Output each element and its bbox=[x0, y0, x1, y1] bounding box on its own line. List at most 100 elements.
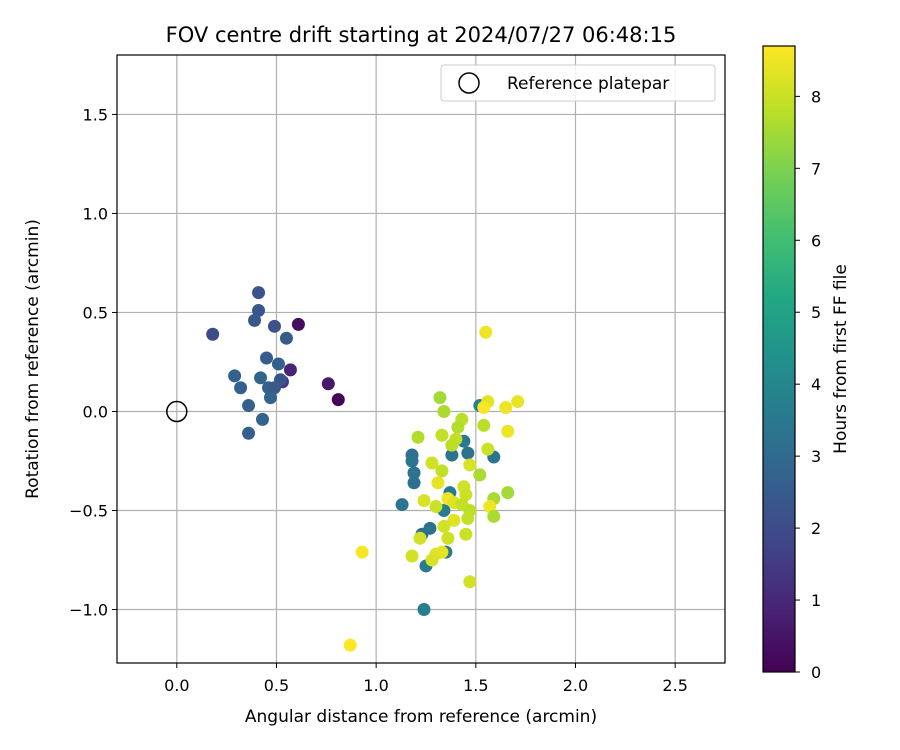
scatter-point bbox=[459, 488, 473, 502]
y-axis-label: Rotation from reference (arcmin) bbox=[23, 219, 43, 499]
scatter-point bbox=[431, 476, 445, 490]
scatter-point bbox=[355, 545, 369, 559]
scatter-point bbox=[473, 468, 487, 482]
colorbar-label: Hours from first FF file bbox=[831, 264, 851, 454]
scatter-point bbox=[425, 553, 439, 567]
scatter-point bbox=[234, 381, 248, 395]
scatter-point bbox=[463, 458, 477, 472]
scatter-point bbox=[437, 519, 451, 533]
colorbar-tick-label: 7 bbox=[811, 159, 821, 178]
scatter-point bbox=[501, 486, 515, 500]
x-tick-label: 0.5 bbox=[264, 676, 289, 695]
scatter-point bbox=[479, 325, 493, 339]
x-axis-ticks: 0.0 0.5 1.0 1.5 2.0 2.5 bbox=[164, 663, 688, 695]
colorbar-tick-label: 4 bbox=[811, 375, 821, 394]
scatter-point bbox=[437, 404, 451, 418]
scatter-point bbox=[271, 357, 285, 371]
scatter-point bbox=[252, 303, 266, 317]
colorbar: 0 1 2 3 4 5 6 7 8 Hours from first FF file bbox=[762, 45, 851, 682]
scatter-point bbox=[459, 527, 473, 541]
scatter-point bbox=[463, 575, 477, 589]
y-tick-label: 1.0 bbox=[83, 204, 108, 223]
scatter-point bbox=[321, 377, 335, 391]
scatter-point bbox=[487, 509, 501, 523]
scatter-point bbox=[248, 313, 262, 327]
scatter-point bbox=[413, 531, 427, 545]
scatter-point bbox=[481, 442, 495, 456]
scatter-point bbox=[395, 498, 409, 512]
y-tick-label: −0.5 bbox=[69, 502, 108, 521]
scatter-point bbox=[445, 438, 459, 452]
scatter-point bbox=[279, 331, 293, 345]
scatter-point bbox=[254, 371, 268, 385]
scatter-point bbox=[483, 500, 497, 514]
scatter-point bbox=[441, 531, 455, 545]
scatter-point bbox=[425, 456, 439, 470]
colorbar-tick-label: 0 bbox=[811, 663, 821, 682]
scatter-point bbox=[252, 286, 266, 300]
scatter-point bbox=[405, 454, 419, 468]
scatter-point bbox=[477, 401, 491, 415]
scatter-point bbox=[445, 448, 459, 462]
x-tick-label: 1.0 bbox=[363, 676, 388, 695]
scatter-point bbox=[511, 395, 525, 409]
plot-frame bbox=[116, 54, 726, 664]
scatter-point bbox=[417, 603, 431, 617]
legend: Reference platepar bbox=[440, 64, 716, 102]
colorbar-tick-label: 3 bbox=[811, 447, 821, 466]
scatter-point bbox=[256, 412, 270, 426]
scatter-point bbox=[499, 401, 513, 415]
scatter-point bbox=[267, 319, 281, 333]
scatter-point bbox=[435, 428, 449, 442]
reference-point-marker bbox=[166, 400, 188, 423]
x-tick-label: 1.5 bbox=[463, 676, 488, 695]
scatter-point bbox=[451, 420, 465, 434]
scatter-point bbox=[447, 513, 461, 527]
grid-lines bbox=[117, 55, 725, 663]
scatter-point bbox=[407, 466, 421, 480]
scatter-point bbox=[291, 317, 305, 331]
x-axis-label: Angular distance from reference (arcmin) bbox=[245, 707, 597, 727]
colorbar-tick-label: 5 bbox=[811, 303, 821, 322]
scatter-point bbox=[263, 391, 277, 405]
scatter-point bbox=[433, 391, 447, 405]
scatter-point bbox=[417, 494, 431, 508]
scatter-point bbox=[331, 393, 345, 407]
x-tick-label: 2.0 bbox=[563, 676, 588, 695]
scatter-point bbox=[267, 381, 281, 395]
scatter-point bbox=[228, 369, 242, 383]
colorbar-ticks: 0 1 2 3 4 5 6 7 8 bbox=[795, 87, 821, 682]
scatter-point bbox=[461, 511, 475, 525]
scatter-points bbox=[206, 286, 525, 652]
legend-marker-icon bbox=[458, 72, 480, 94]
chart-title: FOV centre drift starting at 2024/07/27 … bbox=[166, 23, 677, 47]
y-tick-label: 1.5 bbox=[83, 105, 108, 124]
scatter-point bbox=[405, 549, 419, 563]
y-tick-label: 0.5 bbox=[83, 303, 108, 322]
scatter-point bbox=[501, 424, 515, 438]
scatter-point bbox=[206, 327, 220, 341]
y-tick-label: 0.0 bbox=[83, 402, 108, 421]
x-tick-label: 0.0 bbox=[164, 676, 189, 695]
legend-entry-reference: Reference platepar bbox=[507, 74, 669, 94]
scatter-point bbox=[283, 363, 297, 377]
colorbar-tick-label: 2 bbox=[811, 519, 821, 538]
scatter-point bbox=[461, 446, 475, 460]
scatter-point bbox=[407, 476, 421, 490]
y-tick-label: −1.0 bbox=[69, 601, 108, 620]
scatter-point bbox=[242, 426, 256, 440]
colorbar-tick-label: 6 bbox=[811, 231, 821, 250]
scatter-point bbox=[477, 418, 491, 432]
colorbar-tick-label: 1 bbox=[811, 591, 821, 610]
scatter-point bbox=[343, 638, 357, 652]
legend-box bbox=[440, 64, 716, 102]
scatter-point bbox=[260, 351, 274, 365]
scatter-point bbox=[411, 430, 425, 444]
scatter-point bbox=[435, 464, 449, 478]
x-tick-label: 2.5 bbox=[662, 676, 687, 695]
colorbar-tick-label: 8 bbox=[811, 87, 821, 106]
scatter-point bbox=[429, 500, 443, 514]
y-axis-ticks: −1.0 −0.5 0.0 0.5 1.0 1.5 bbox=[69, 105, 117, 620]
scatter-point bbox=[242, 399, 256, 413]
